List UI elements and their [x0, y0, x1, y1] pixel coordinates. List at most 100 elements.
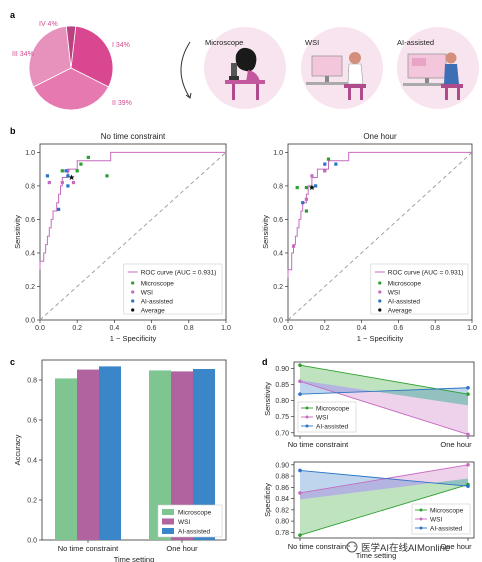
roc-chart-no-time-constraint: No time constraint 0.00.0 0.2 0.2 0.4 0.4 0.6 0…	[13, 132, 231, 343]
average-point	[68, 174, 75, 181]
wsi-point	[304, 197, 308, 201]
y-tick-label: 0.90	[275, 462, 289, 469]
chart-title: No time constraint	[101, 132, 166, 141]
legend-swatch	[378, 299, 382, 303]
legend-label: AI-assisted	[141, 298, 174, 305]
legend-label: Microscope	[430, 507, 464, 514]
series-point	[298, 533, 302, 537]
legend-roc-label: ROC curve (AUC = 0.931)	[388, 270, 464, 277]
series-point	[466, 484, 470, 489]
x-tick-label: 0.6	[147, 325, 157, 332]
legend-roc-label: ROC curve (AUC = 0.931)	[141, 270, 217, 277]
x-tick-label: 0.4	[110, 325, 120, 332]
ai-assisted-point	[64, 169, 68, 173]
legend-label: Microscope	[141, 280, 175, 287]
setting-label-wsi: WSI	[305, 38, 319, 47]
legend-marker	[419, 526, 423, 530]
series-line-wsi	[299, 380, 469, 435]
ai-assisted-point	[301, 201, 305, 205]
setting-label-microscope: Microscope	[205, 38, 243, 47]
sensitivity-line-chart: 0.70 0.75 0.80 0.85 0.90 No time constraint On…	[263, 361, 475, 449]
y-tick-label: 0.4	[27, 458, 37, 465]
y-tick-label: 0.4	[25, 250, 35, 257]
legend-label: WSI	[316, 414, 328, 421]
legend-swatch	[131, 290, 135, 294]
ai-assisted-point	[334, 162, 338, 166]
pie-slice	[65, 25, 77, 69]
band-ai-assisted	[300, 470, 468, 500]
x-tick-label: 0.0	[35, 325, 45, 332]
x-axis-label: 1 − Specificity	[110, 334, 157, 343]
wsi-illustration: WSI	[301, 27, 383, 109]
microscope-illustration: Microscope	[204, 27, 286, 109]
legend-marker	[419, 508, 423, 512]
legend-swatch	[131, 281, 135, 285]
legend-label: WSI	[141, 289, 153, 296]
series-point	[466, 432, 470, 437]
x-axis-label: Time setting	[356, 551, 397, 560]
pie-label-ii: II 39%	[112, 100, 132, 107]
chart-title: One hour	[363, 132, 397, 141]
legend-swatch	[378, 281, 382, 285]
x-tick-label: 0.4	[357, 325, 367, 332]
y-tick-label: 0.82	[275, 507, 289, 514]
y-tick-label: 0.86	[275, 485, 289, 492]
roc-curve	[287, 151, 472, 279]
x-tick-label: 1.0	[221, 325, 231, 332]
panel-label-d: d	[262, 357, 268, 367]
curved-arrow	[180, 41, 191, 99]
pie-slice	[28, 25, 72, 88]
setting-label-ai-assisted: AI-assisted	[397, 38, 434, 47]
ai-assisted-point	[57, 207, 61, 211]
microscope-point	[304, 185, 308, 190]
pie-label-iii: III 34%	[12, 51, 34, 58]
y-tick-label: 1.0	[25, 150, 35, 157]
legend-label: Microscope	[178, 510, 212, 517]
series-point	[298, 379, 302, 384]
bar-microscope	[55, 378, 77, 540]
series-point	[466, 392, 470, 396]
watermark: 医学AI在线AIMonline	[346, 541, 450, 554]
average-point	[308, 184, 315, 191]
series-point	[298, 392, 302, 396]
pie-slice	[70, 25, 114, 88]
pie-label-iv: IV 4%	[39, 21, 58, 28]
y-axis-label: Specificity	[263, 483, 272, 517]
x-tick-label: No time constraint	[58, 544, 119, 553]
ai-assisted-point	[45, 174, 50, 178]
panel-label-b: b	[10, 126, 16, 136]
legend-label: WSI	[178, 519, 190, 526]
bar-wsi	[171, 371, 193, 540]
ai-assisted-point	[314, 184, 318, 188]
ai-assisted-point	[66, 184, 70, 188]
legend-label: AI-assisted	[388, 298, 421, 305]
x-tick-label: 0.2	[320, 325, 330, 332]
bar-microscope	[149, 370, 171, 540]
y-axis-label: Sensitivity	[13, 215, 22, 249]
legend-label: Microscope	[316, 405, 350, 412]
legend-box	[370, 263, 469, 315]
y-tick-label: 0.85	[275, 382, 289, 389]
y-tick-label: 0.6	[273, 217, 283, 224]
ai-assisted-illustration: AI-assisted	[397, 27, 479, 109]
legend-marker	[305, 415, 309, 419]
plot-frame	[293, 461, 475, 539]
y-tick-label: 0.8	[25, 183, 35, 190]
x-tick-label: 0.8	[184, 325, 194, 332]
y-tick-label: 0.2	[25, 284, 35, 291]
series-point	[298, 491, 302, 495]
series-point	[298, 363, 302, 368]
wsi-point	[60, 180, 64, 185]
legend-label: AI-assisted	[178, 529, 211, 536]
pie-label-i: I 34%	[112, 42, 130, 49]
wsi-point	[323, 169, 327, 173]
legend-label: Average	[141, 307, 165, 314]
series-point	[466, 385, 470, 390]
band-ai-assisted	[300, 380, 468, 406]
x-tick-label: One hour	[440, 542, 472, 551]
legend-box	[123, 263, 223, 315]
legend-swatch	[378, 308, 382, 312]
series-line-ai-assisted	[299, 469, 469, 487]
legend-swatch	[162, 518, 174, 525]
bar-ai-assisted	[99, 366, 121, 540]
